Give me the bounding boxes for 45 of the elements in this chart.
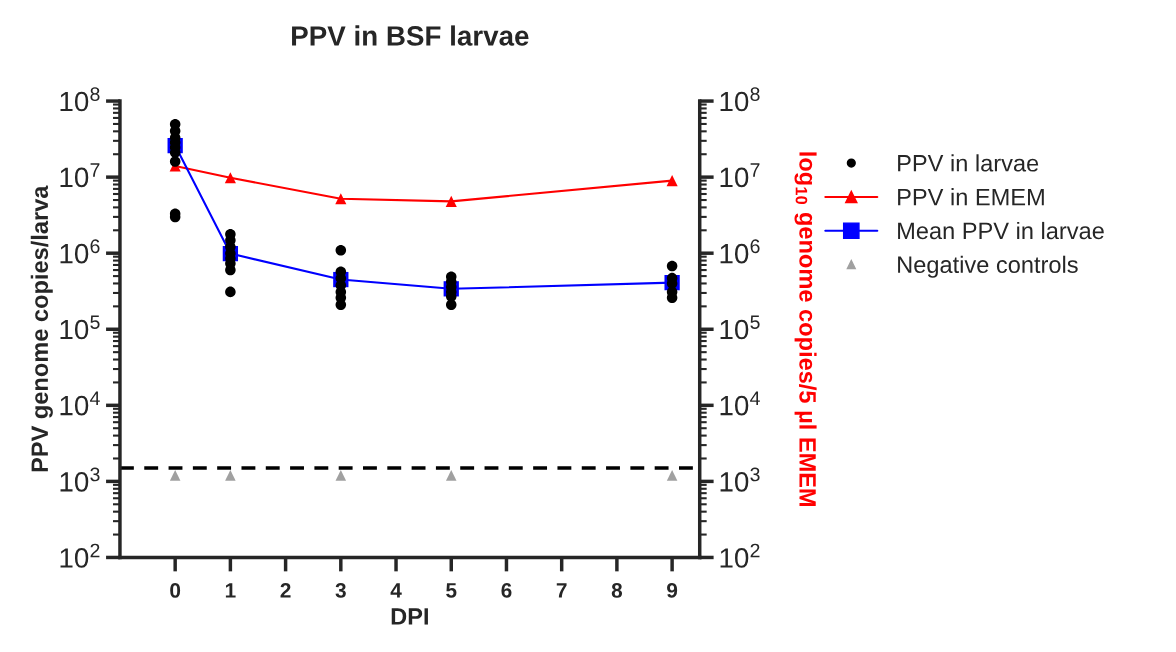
text: 10$^{3}$ [720,467,760,492]
chart-title: PPV in BSF larvae [292,25,529,46]
y2-axis-title: log$_{10}$ genome copies/5 µl EMEM [794,152,817,507]
y-tick-label: 10$^{7}$ [60,163,100,188]
text: 10$^{5}$ [720,315,760,340]
point [224,172,236,184]
y-tick-label: 10$^{2}$ [60,543,100,568]
legend-label: PPV in EMEM [898,188,1044,206]
text: 10$^{2}$ [720,543,760,568]
point [666,470,678,481]
y-tick-label: 10$^{4}$ [60,391,100,416]
x-tick-label: 0 [170,583,181,598]
point [225,470,236,481]
x-axis-title: DPI [391,608,428,625]
point [666,175,678,187]
y-tick-label: 10$^{8}$ [60,87,100,112]
x-tick-label: 2 [280,583,291,598]
point [169,470,181,481]
point [335,470,347,481]
point [445,299,457,311]
x-tick-label: 5 [446,583,457,598]
x-tick-label: 9 [667,583,678,598]
x-tick-label: 1 [225,583,236,598]
x-tick-label: 7 [556,583,567,598]
text: 10$^{7}$ [720,163,760,188]
legend-label: Mean PPV in larvae [898,221,1104,240]
point [169,156,181,167]
point [445,470,457,481]
y-tick-label: 10$^{3}$ [60,467,100,492]
point [335,245,347,256]
x-tick-label: 8 [611,583,623,598]
legend-label: Negative controls [898,255,1078,278]
point [666,260,678,272]
text: 10$^{4}$ [720,391,760,416]
text: 10$^{6}$ [720,239,760,264]
x-tick-label: 3 [335,583,346,598]
y-tick-label: 10$^{5}$ [60,315,100,340]
y-tick-label: 10$^{6}$ [60,239,100,264]
legend-label: PPV in larvae [898,154,1039,172]
y-axis-title: PPV genome copies/larva [30,185,53,472]
x-tick-label: 4 [390,583,402,598]
x-tick-label: 6 [501,583,512,598]
text: 10$^{8}$ [720,87,760,112]
point [225,286,236,298]
point [445,195,457,207]
